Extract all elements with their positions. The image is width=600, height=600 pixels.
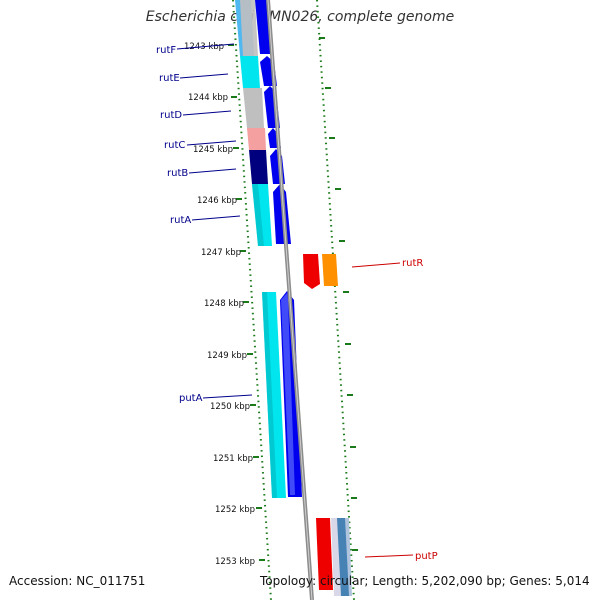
gene-callouts: [176, 43, 414, 558]
cds-rutB-inner: [249, 150, 268, 184]
gene-label-rutD: rutD: [160, 110, 182, 121]
cds-rutE-box: [240, 56, 260, 88]
cds-rutR-red: [303, 254, 320, 289]
outer-cds-track: [303, 254, 352, 596]
tick-label: 1249 kbp: [207, 351, 247, 361]
backbone-highlight: [267, 0, 313, 600]
topology-label: Topology: circular; Length: 5,202,090 bp…: [260, 574, 590, 588]
tick-label: 1248 kbp: [204, 299, 244, 309]
gene-label-putA: putA: [179, 393, 203, 404]
outer-ring-ticks: [319, 37, 358, 551]
tick-label: 1252 kbp: [215, 505, 255, 515]
inner-cds-track: [235, 0, 286, 498]
tick-label: 1250 kbp: [210, 402, 250, 412]
tick-label: 1251 kbp: [213, 454, 253, 464]
callout-rutF: [176, 43, 235, 50]
map-title: Escherichia coli UMN026, complete genome: [145, 9, 455, 25]
tick-label: 1253 kbp: [215, 557, 255, 567]
gene-label-rutE: rutE: [159, 73, 180, 84]
gene-label-rutF: rutF: [156, 45, 176, 56]
gene-labels: rutF rutE rutD rutC rutB rutA rutR putA putP: [156, 45, 438, 562]
kbp-ticks: [228, 44, 265, 561]
cds-rutE-inner: [240, 0, 258, 56]
callout-rutB: [188, 168, 237, 174]
callout-putP: [364, 554, 414, 558]
tick-label: 1245 kbp: [193, 145, 233, 155]
callout-rutE: [179, 73, 229, 79]
callout-rutC: [186, 140, 237, 146]
gene-label-rutB: rutB: [167, 168, 188, 179]
cds-rutC-inner: [247, 128, 266, 150]
tick-label: 1247 kbp: [201, 248, 241, 258]
callout-putA: [202, 394, 253, 399]
callout-rutA: [191, 215, 241, 221]
gene-label-rutA: rutA: [170, 215, 191, 226]
cds-putA-fwd-light: [281, 293, 295, 495]
callout-rutD: [182, 110, 232, 116]
cds-putP-red: [316, 518, 333, 590]
accession-label: Accession: NC_011751: [9, 574, 146, 588]
callout-rutR: [351, 262, 401, 268]
cds-rutA-shade: [252, 184, 264, 246]
gene-label-putP: putP: [415, 551, 438, 562]
inner-ring: [232, 0, 272, 600]
tick-label: 1246 kbp: [197, 196, 237, 206]
gene-label-rutR: rutR: [402, 258, 423, 269]
cds-rutR-orange: [322, 254, 338, 286]
gene-label-rutC: rutC: [164, 140, 185, 151]
cds-rutD-inner: [243, 88, 264, 128]
outer-ring: [316, 0, 355, 600]
tick-label: 1244 kbp: [188, 93, 228, 103]
cds-putA-shade: [262, 292, 277, 498]
cds-putP-steel-light: [345, 518, 352, 596]
